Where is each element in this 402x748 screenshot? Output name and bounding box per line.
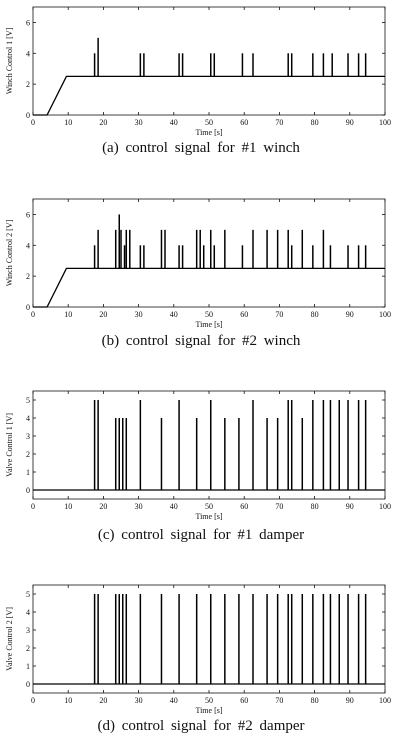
x-tick-label: 100: [379, 696, 391, 705]
y-tick-label: 1: [26, 662, 30, 671]
x-tick-label: 50: [205, 310, 213, 319]
y-tick-label: 4: [26, 49, 30, 58]
x-tick-label: 30: [135, 502, 143, 511]
chart-svg-b: 0 10 20 30 40 50 60 70 80 90 100 0 2 4 6 Time [s] Winch …: [5, 198, 391, 329]
x-tick-label: 100: [379, 310, 391, 319]
x-tick-label: 90: [346, 310, 354, 319]
x-axis-label: Time [s]: [195, 512, 222, 521]
plot-frame: [32, 198, 386, 308]
y-tick-label: 3: [26, 432, 30, 441]
x-axis-label: Time [s]: [195, 706, 222, 715]
x-tick-label: 50: [205, 696, 213, 705]
x-axis-label: Time [s]: [195, 128, 222, 137]
x-tick-label: 100: [379, 502, 391, 511]
x-tick-label: 90: [346, 118, 354, 127]
y-tick-label: 0: [26, 111, 30, 120]
chart-panel-a: 0 10 20 30 40 50 60 70 80 90 100 0 2 4 6 Time [s] Winch …: [0, 0, 402, 170]
x-tick-label: 40: [170, 310, 178, 319]
x-tick-label: 60: [240, 118, 248, 127]
chart-svg-a: 0 10 20 30 40 50 60 70 80 90 100 0 2 4 6 Time [s] Winch …: [5, 6, 391, 137]
x-tick-label: 60: [240, 502, 248, 511]
x-tick-label: 100: [379, 118, 391, 127]
x-tick-label: 50: [205, 502, 213, 511]
x-tick-label: 80: [311, 310, 319, 319]
x-tick-label: 20: [99, 696, 107, 705]
signal-baseline: [33, 267, 385, 308]
y-tick-label: 4: [26, 241, 30, 250]
x-tick-label: 40: [170, 696, 178, 705]
x-tick-label: 50: [205, 118, 213, 127]
y-tick-label: 6: [26, 18, 30, 27]
x-tick-label: 10: [64, 310, 72, 319]
x-tick-label: 0: [31, 310, 35, 319]
x-tick-label: 70: [275, 696, 283, 705]
x-tick-label: 0: [31, 502, 35, 511]
y-tick-label: 5: [26, 590, 30, 599]
chart-panel-c: 0 10 20 30 40 50 60 70 80 90 100 0 1 2 3 4 5 Time [s] Valv…: [0, 384, 402, 554]
y-tick-label: 0: [26, 486, 30, 495]
y-tick-label: 2: [26, 644, 30, 653]
caption-a: (a) control signal for #1 winch: [102, 140, 300, 156]
y-axis-label: Winch Control 2 [V]: [5, 219, 14, 286]
x-tick-label: 20: [99, 118, 107, 127]
x-tick-label: 90: [346, 502, 354, 511]
y-tick-label: 2: [26, 272, 30, 281]
x-tick-label: 70: [275, 310, 283, 319]
y-tick-label: 5: [26, 396, 30, 405]
x-tick-label: 0: [31, 118, 35, 127]
y-tick-label: 4: [26, 414, 30, 423]
x-tick-label: 0: [31, 696, 35, 705]
y-tick-label: 2: [26, 80, 30, 89]
y-axis-label: Valve Control 2 [V]: [5, 607, 14, 671]
y-axis-label: Valve Control 1 [V]: [5, 413, 14, 477]
x-tick-label: 30: [135, 696, 143, 705]
x-tick-label: 10: [64, 696, 72, 705]
chart-svg-d: 0 10 20 30 40 50 60 70 80 90 100 0 1 2 3 4 5 Time [s] Valv…: [5, 584, 391, 715]
y-axis-label: Winch Control 1 [V]: [5, 27, 14, 94]
y-tick-label: 6: [26, 210, 30, 219]
y-tick-label: 0: [26, 303, 30, 312]
plot-frame: [32, 390, 386, 500]
x-tick-label: 20: [99, 310, 107, 319]
x-tick-label: 30: [135, 118, 143, 127]
plot-frame: [32, 584, 386, 694]
y-tick-label: 3: [26, 626, 30, 635]
x-tick-label: 40: [170, 118, 178, 127]
y-tick-label: 2: [26, 450, 30, 459]
x-tick-label: 70: [275, 502, 283, 511]
x-tick-label: 70: [275, 118, 283, 127]
signal-baseline: [33, 75, 385, 116]
chart-panel-b: 0 10 20 30 40 50 60 70 80 90 100 0 2 4 6 Time [s] Winch …: [0, 192, 402, 362]
caption-d: (d) control signal for #2 damper: [97, 718, 305, 734]
y-tick-label: 4: [26, 608, 30, 617]
x-tick-label: 40: [170, 502, 178, 511]
y-tick-label: 1: [26, 468, 30, 477]
x-tick-label: 80: [311, 696, 319, 705]
x-tick-label: 60: [240, 310, 248, 319]
x-tick-label: 60: [240, 696, 248, 705]
chart-panel-d: 0 10 20 30 40 50 60 70 80 90 100 0 1 2 3 4 5 Time [s] Valv…: [0, 578, 402, 748]
x-tick-label: 10: [64, 502, 72, 511]
x-tick-label: 20: [99, 502, 107, 511]
y-tick-label: 0: [26, 680, 30, 689]
x-tick-label: 30: [135, 310, 143, 319]
x-tick-label: 80: [311, 502, 319, 511]
caption-b: (b) control signal for #2 winch: [101, 333, 301, 349]
caption-c: (c) control signal for #1 damper: [97, 527, 305, 543]
x-axis-label: Time [s]: [195, 320, 222, 329]
chart-svg-c: 0 10 20 30 40 50 60 70 80 90 100 0 1 2 3 4 5 Time [s] Valv…: [5, 390, 391, 521]
x-tick-label: 10: [64, 118, 72, 127]
x-tick-label: 90: [346, 696, 354, 705]
x-tick-label: 80: [311, 118, 319, 127]
